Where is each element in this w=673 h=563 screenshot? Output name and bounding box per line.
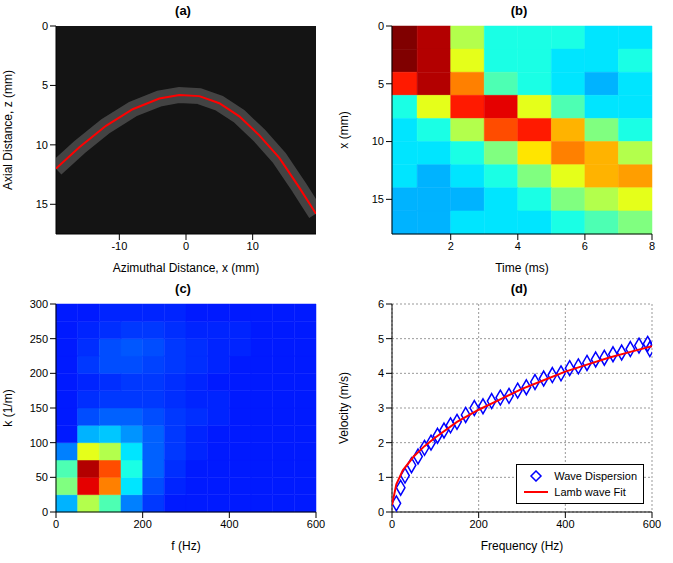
svg-text:x (mm): x (mm): [337, 111, 351, 148]
svg-text:Azimuthal Distance, x (mm): Azimuthal Distance, x (mm): [113, 261, 260, 275]
svg-text:150: 150: [30, 402, 48, 414]
svg-text:15: 15: [372, 193, 384, 205]
svg-text:5: 5: [378, 78, 384, 90]
svg-text:50: 50: [36, 471, 48, 483]
svg-text:6: 6: [582, 240, 588, 252]
svg-text:3: 3: [378, 402, 384, 414]
svg-text:0: 0: [378, 20, 384, 32]
svg-text:0: 0: [53, 518, 59, 530]
svg-text:0: 0: [42, 506, 48, 518]
svg-text:0: 0: [389, 518, 395, 530]
svg-text:100: 100: [30, 437, 48, 449]
svg-text:10: 10: [372, 135, 384, 147]
svg-text:2: 2: [448, 240, 454, 252]
svg-text:4: 4: [515, 240, 521, 252]
svg-text:4: 4: [378, 367, 384, 379]
html-text:(d): (d): [510, 281, 528, 296]
svg-text:0: 0: [378, 506, 384, 518]
svg-text:6: 6: [378, 298, 384, 310]
svg-text:Velocity (m/s): Velocity (m/s): [337, 372, 351, 444]
svg-text:5: 5: [42, 79, 48, 91]
svg-text:600: 600: [307, 518, 325, 530]
svg-text:200: 200: [30, 367, 48, 379]
svg-text:2: 2: [378, 437, 384, 449]
svg-text:0: 0: [42, 20, 48, 32]
html-text:(a): (a): [175, 3, 191, 18]
svg-text:1: 1: [378, 471, 384, 483]
svg-text:400: 400: [220, 518, 238, 530]
svg-text:10: 10: [36, 139, 48, 151]
html-text:(b): (b): [510, 3, 528, 18]
svg-text:8: 8: [649, 240, 655, 252]
html-text:Wave Dispersion: Wave Dispersion: [554, 470, 637, 482]
svg-text:f (Hz): f (Hz): [171, 539, 200, 553]
svg-text:k (1/m): k (1/m): [1, 389, 15, 426]
svg-text:Time (ms): Time (ms): [495, 261, 549, 275]
svg-text:-10: -10: [111, 240, 127, 252]
svg-text:0: 0: [183, 240, 189, 252]
svg-text:200: 200: [133, 518, 151, 530]
svg-text:300: 300: [30, 298, 48, 310]
html-text:(c): (c): [175, 281, 191, 296]
svg-text:400: 400: [556, 518, 574, 530]
svg-text:200: 200: [469, 518, 487, 530]
svg-text:Axial Distance, z (mm): Axial Distance, z (mm): [1, 70, 15, 190]
svg-text:10: 10: [247, 240, 259, 252]
html-text:Lamb wave Fit: Lamb wave Fit: [554, 486, 626, 498]
svg-text:250: 250: [30, 333, 48, 345]
svg-text:5: 5: [378, 333, 384, 345]
svg-text:Frequency (Hz): Frequency (Hz): [481, 539, 564, 553]
svg-text:15: 15: [36, 198, 48, 210]
svg-text:600: 600: [643, 518, 661, 530]
